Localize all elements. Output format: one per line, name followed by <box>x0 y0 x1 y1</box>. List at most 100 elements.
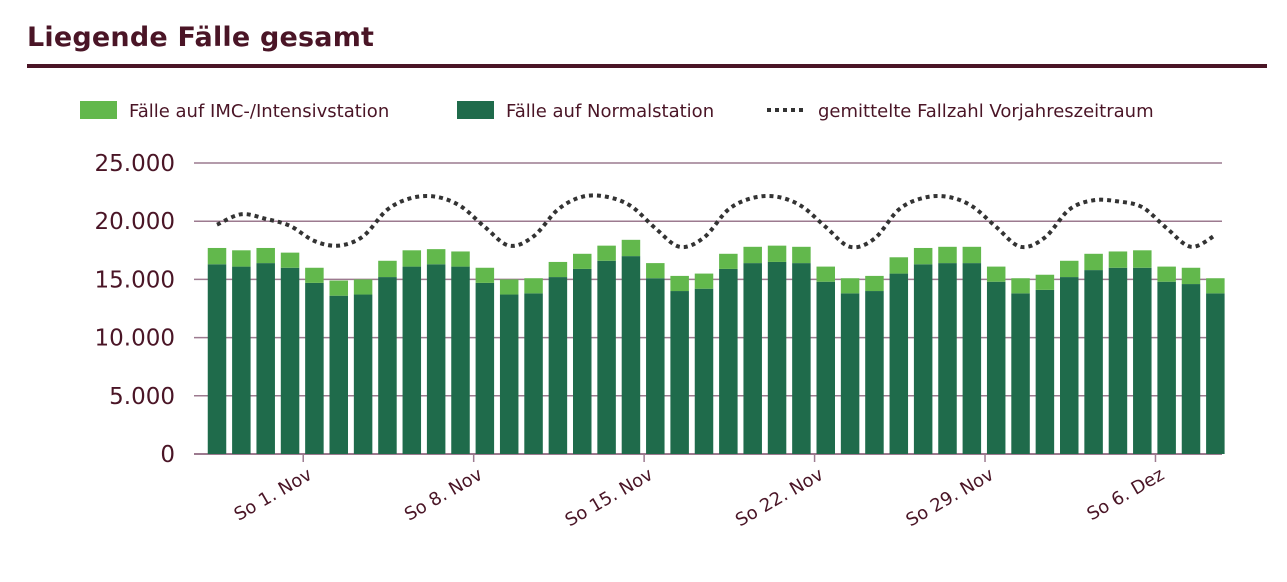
bar-normal <box>353 294 373 454</box>
x-tick-label: So 1. Nov <box>231 464 316 525</box>
bar-normal <box>573 268 592 454</box>
bar-imc <box>670 275 689 292</box>
bar-normal <box>1035 289 1055 454</box>
x-tick-label: So 15. Nov <box>562 464 657 531</box>
x-tick-label: So 8. Nov <box>401 464 486 525</box>
bar-imc <box>378 260 397 278</box>
bar-imc <box>767 245 787 262</box>
bar-imc <box>1206 278 1225 294</box>
x-axis: So 1. Nov So 8. Nov So 15. Nov So 22. Nov So… <box>231 454 1168 531</box>
bar-imc <box>353 279 373 295</box>
legend-label-normal: Fälle auf Normalstation <box>506 101 714 122</box>
bar-normal <box>1084 270 1103 454</box>
bar-imc <box>694 273 714 289</box>
bar-imc <box>1035 274 1055 290</box>
bar-normal <box>694 288 714 454</box>
bar-normal <box>256 263 275 454</box>
bar-imc <box>305 267 324 283</box>
bar-normal <box>207 264 227 454</box>
bar-imc <box>207 247 227 265</box>
bar-normal <box>1108 267 1128 454</box>
bar-normal <box>548 277 568 454</box>
bar-imc <box>913 247 933 265</box>
bar-normal <box>1206 293 1225 454</box>
bars <box>207 239 1225 454</box>
bar-normal <box>938 263 957 454</box>
bar-normal <box>646 278 665 454</box>
bar-normal <box>499 294 519 454</box>
bar-normal <box>889 273 909 454</box>
bar-imc <box>597 245 616 261</box>
bar-normal <box>280 267 300 454</box>
bar-imc <box>499 279 519 295</box>
bar-imc <box>280 252 300 268</box>
chart-title: Liegende Fälle gesamt <box>27 22 375 53</box>
y-tick-label: 15.000 <box>95 267 175 293</box>
bar-imc <box>573 253 592 269</box>
bar-imc <box>256 247 275 264</box>
legend-label-imc: Fälle auf IMC-/Intensivstation <box>129 101 389 122</box>
bar-imc <box>524 278 543 294</box>
bar-normal <box>719 268 738 454</box>
y-tick-label: 25.000 <box>95 151 175 177</box>
bar-normal <box>840 293 860 454</box>
bar-normal <box>402 266 422 454</box>
bar-imc <box>986 266 1006 282</box>
bar-normal <box>743 263 762 454</box>
bar-imc <box>1060 260 1079 278</box>
bar-imc <box>1011 278 1030 294</box>
bar-imc <box>938 246 957 264</box>
bar-normal <box>232 266 251 454</box>
bar-normal <box>1060 277 1079 454</box>
comparison-line <box>216 193 1217 250</box>
bar-normal <box>767 261 787 454</box>
bar-normal <box>597 260 616 454</box>
bar-normal <box>305 282 324 454</box>
bar-normal <box>426 264 446 454</box>
bar-normal <box>378 277 397 454</box>
bar-imc <box>402 250 422 267</box>
bar-normal <box>524 293 543 454</box>
bar-normal <box>986 281 1006 454</box>
bar-normal <box>792 263 811 454</box>
bar-normal <box>962 263 982 454</box>
bar-normal <box>1157 281 1176 454</box>
bar-imc <box>865 275 884 292</box>
y-axis: 0 5.000 10.000 15.000 20.000 25.000 <box>95 151 175 468</box>
x-tick-label: So 29. Nov <box>902 464 997 531</box>
bar-imc <box>475 267 495 283</box>
bar-imc <box>962 246 982 264</box>
bar-imc <box>743 246 762 264</box>
bar-normal <box>621 256 641 454</box>
bar-imc <box>232 250 251 267</box>
bar-imc <box>621 239 641 257</box>
bar-normal <box>816 281 835 454</box>
x-tick-label: So 22. Nov <box>732 464 827 531</box>
bar-imc <box>840 278 860 294</box>
bar-imc <box>1108 251 1128 268</box>
bar-imc <box>646 263 665 279</box>
y-tick-label: 5.000 <box>109 384 175 410</box>
bar-imc <box>329 280 348 296</box>
bar-imc <box>889 257 909 274</box>
y-tick-label: 0 <box>160 442 175 468</box>
bar-imc <box>426 249 446 265</box>
bar-imc <box>816 266 835 282</box>
bar-normal <box>1133 267 1152 454</box>
bar-imc <box>1084 253 1103 271</box>
bar-imc <box>548 261 568 278</box>
bar-imc <box>1181 267 1201 285</box>
y-tick-label: 10.000 <box>95 326 175 352</box>
bar-normal <box>670 291 689 454</box>
bar-normal <box>913 264 933 454</box>
bar-normal <box>865 291 884 454</box>
legend-label-line: gemittelte Fallzahl Vorjahreszeitraum <box>818 101 1154 122</box>
legend-swatch-normal <box>457 101 494 119</box>
title-rule <box>27 64 1267 68</box>
bar-normal <box>1011 293 1030 454</box>
bar-normal <box>329 295 348 454</box>
bar-imc <box>792 246 811 264</box>
bar-normal <box>475 282 495 454</box>
y-tick-label: 20.000 <box>95 209 175 235</box>
legend: Fälle auf IMC-/Intensivstation Fälle auf… <box>80 101 1154 122</box>
